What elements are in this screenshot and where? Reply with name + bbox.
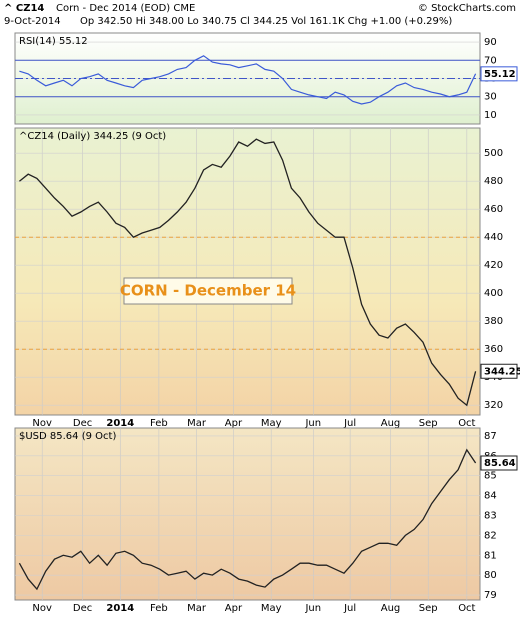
x-tick-label: Nov [32, 603, 52, 614]
annotation-box [123, 277, 293, 305]
last-value-label: 85.64 [484, 458, 516, 469]
last-value-box [480, 363, 518, 379]
y-tick-label: 400 [484, 288, 503, 299]
x-tick-label: Mar [187, 603, 207, 614]
x-tick-label: May [261, 603, 282, 614]
y-tick-label: 90 [484, 37, 497, 48]
x-tick-label: Sep [419, 418, 438, 429]
y-tick-label: 30 [484, 92, 497, 103]
last-value-label: 344.25 [484, 366, 520, 377]
panel-legend: $USD 85.64 (9 Oct) [19, 431, 116, 442]
panel [14, 127, 481, 416]
x-tick-label: May [261, 418, 282, 429]
x-tick-label: Jun [304, 603, 321, 614]
y-tick-label: 440 [484, 232, 503, 243]
x-tick-label: Feb [150, 603, 168, 614]
x-tick-label: Sep [419, 603, 438, 614]
x-tick-label: Feb [150, 418, 168, 429]
y-tick-label: 85 [484, 471, 497, 482]
y-tick-label: 80 [484, 570, 497, 581]
y-tick-label: 420 [484, 260, 503, 271]
x-tick-label: Apr [225, 603, 243, 614]
x-tick-label: Dec [73, 418, 92, 429]
x-tick-label: Oct [458, 418, 475, 429]
source: © StockCharts.com [418, 3, 516, 14]
y-tick-label: 70 [484, 55, 497, 66]
y-tick-label: 81 [484, 550, 497, 561]
price-line [18, 138, 477, 407]
y-tick-label: 79 [484, 590, 497, 601]
x-tick-label: Apr [225, 418, 243, 429]
panel [14, 427, 481, 601]
x-tick-label: Mar [187, 418, 207, 429]
date: 9-Oct-2014 [4, 16, 61, 27]
y-tick-label: 10 [484, 110, 497, 121]
last-value-box [480, 455, 518, 471]
last-value-box [480, 66, 518, 82]
y-tick-label: 360 [484, 344, 503, 355]
annotation: CORN - December 14 [120, 282, 296, 300]
y-tick-label: 500 [484, 148, 503, 159]
x-tick-label: Jul [343, 603, 356, 614]
y-tick-label: 460 [484, 204, 503, 215]
y-tick-label: 82 [484, 530, 497, 541]
x-tick-label: 2014 [106, 603, 134, 614]
x-tick-label: Nov [32, 418, 52, 429]
description: Corn - Dec 2014 (EOD) CME [56, 3, 195, 14]
x-tick-label: Aug [381, 603, 401, 614]
x-tick-label: Jun [304, 418, 321, 429]
y-tick-label: 84 [484, 491, 497, 502]
x-tick-label: Aug [381, 418, 401, 429]
y-tick-label: 320 [484, 400, 503, 411]
x-tick-label: 2014 [106, 418, 134, 429]
price-line [18, 448, 477, 591]
y-tick-label: 480 [484, 176, 503, 187]
panel-legend: RSI(14) 55.12 [19, 36, 88, 47]
x-tick-label: Dec [73, 603, 92, 614]
price-line [19, 55, 477, 105]
y-tick-label: 83 [484, 510, 497, 521]
y-tick-label: 87 [484, 431, 497, 442]
panel-legend: ^CZ14 (Daily) 344.25 (9 Oct) [19, 131, 166, 142]
x-tick-label: Oct [458, 603, 475, 614]
y-tick-label: 380 [484, 316, 503, 327]
last-value-label: 55.12 [484, 69, 516, 80]
symbol: ^ CZ14 [4, 3, 44, 14]
x-tick-label: Jul [343, 418, 356, 429]
quote: Op 342.50 Hi 348.00 Lo 340.75 Cl 344.25 … [80, 16, 452, 27]
